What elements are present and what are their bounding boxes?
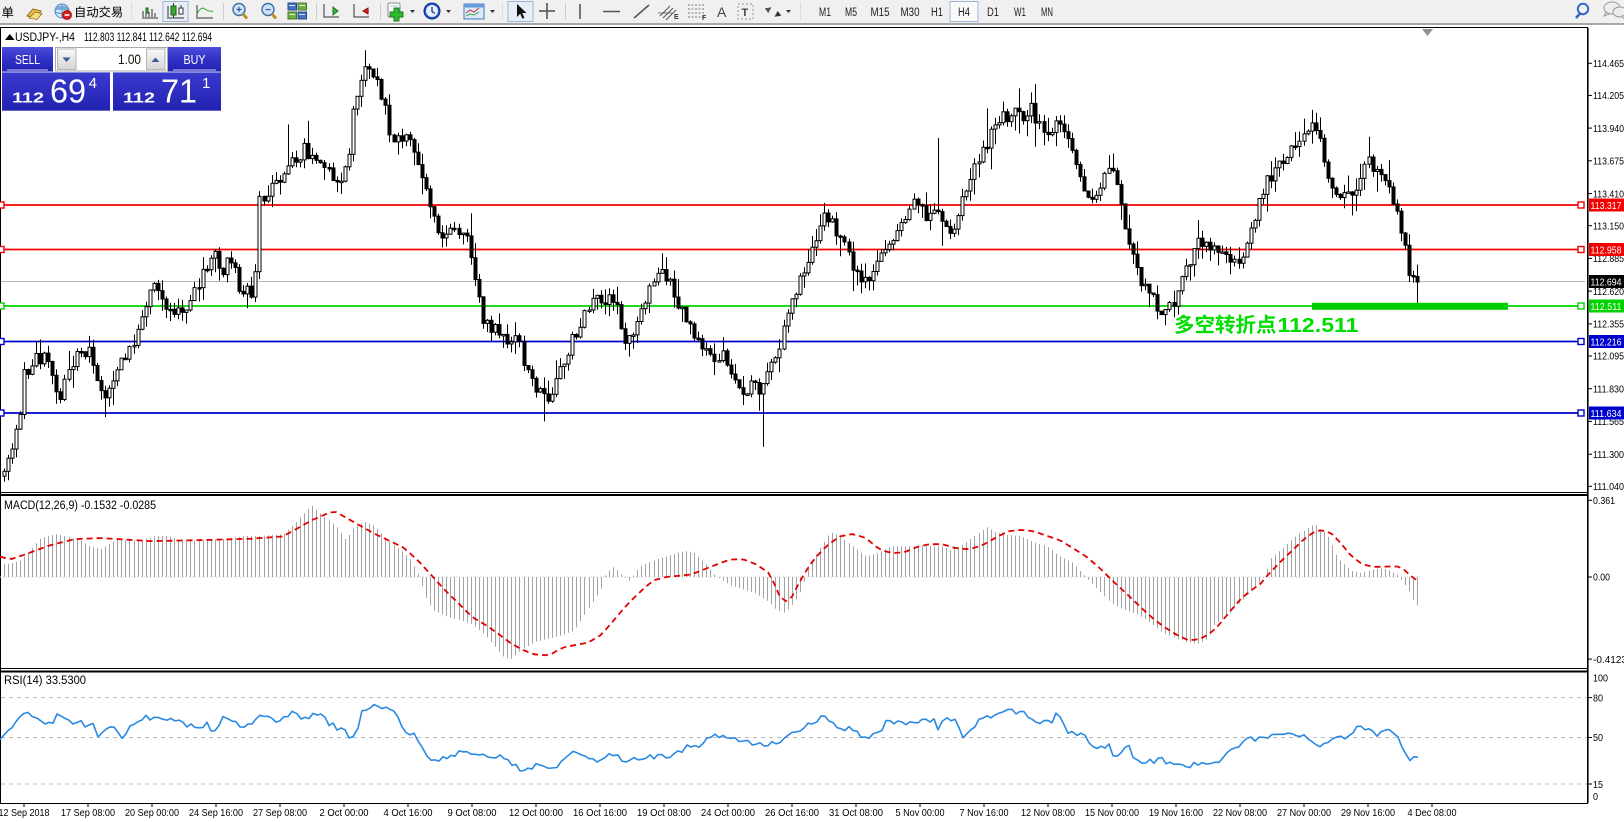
svg-text:4: 4 <box>89 75 97 92</box>
svg-text:1.00: 1.00 <box>118 51 141 67</box>
svg-text:12 Oct 00:00: 12 Oct 00:00 <box>509 807 563 819</box>
svg-text:-0.4123: -0.4123 <box>1593 654 1624 666</box>
svg-text:29 Nov 16:00: 29 Nov 16:00 <box>1341 807 1395 819</box>
svg-text:24 Sep 16:00: 24 Sep 16:00 <box>189 807 243 819</box>
svg-text:114.205: 114.205 <box>1593 90 1624 102</box>
svg-text:112.694: 112.694 <box>1591 276 1622 288</box>
svg-text:15 Nov 00:00: 15 Nov 00:00 <box>1085 807 1139 819</box>
svg-text:MN: MN <box>1041 7 1053 19</box>
svg-text:USDJPY-,H4: USDJPY-,H4 <box>15 32 76 44</box>
svg-text:112.511: 112.511 <box>1278 315 1359 337</box>
svg-text:111.040: 111.040 <box>1593 481 1624 493</box>
svg-text:9 Oct 08:00: 9 Oct 08:00 <box>448 807 497 819</box>
svg-text:16 Oct 16:00: 16 Oct 16:00 <box>573 807 627 819</box>
svg-text:114.465: 114.465 <box>1593 58 1624 70</box>
svg-text:SELL: SELL <box>15 53 40 67</box>
svg-text:E: E <box>674 14 679 21</box>
svg-text:W1: W1 <box>1014 7 1026 19</box>
svg-text:113.150: 113.150 <box>1593 220 1624 232</box>
svg-text:+: + <box>236 5 242 16</box>
svg-text:19 Oct 08:00: 19 Oct 08:00 <box>637 807 691 819</box>
svg-text:100: 100 <box>1593 673 1608 685</box>
svg-text:113.317: 113.317 <box>1591 200 1622 212</box>
svg-text:D1: D1 <box>987 7 999 19</box>
svg-text:17 Sep 08:00: 17 Sep 08:00 <box>61 807 115 819</box>
svg-text:24 Oct 00:00: 24 Oct 00:00 <box>701 807 755 819</box>
svg-text:12 Nov 08:00: 12 Nov 08:00 <box>1021 807 1075 819</box>
svg-text:113.410: 113.410 <box>1593 188 1624 200</box>
svg-text:113.675: 113.675 <box>1593 156 1624 168</box>
svg-text:T: T <box>742 7 749 19</box>
svg-text:H4: H4 <box>958 7 970 19</box>
svg-text:MACD(12,26,9) -0.1532 -0.0285: MACD(12,26,9) -0.1532 -0.0285 <box>4 500 156 512</box>
svg-text:112.095: 112.095 <box>1593 351 1624 363</box>
svg-text:112.620: 112.620 <box>1593 286 1624 298</box>
svg-text:112.216: 112.216 <box>1591 336 1622 348</box>
svg-text:22 Nov 08:00: 22 Nov 08:00 <box>1213 807 1267 819</box>
svg-text:71: 71 <box>161 73 197 110</box>
svg-text:15: 15 <box>1593 779 1603 791</box>
svg-text:19 Nov 16:00: 19 Nov 16:00 <box>1149 807 1203 819</box>
svg-text:112.355: 112.355 <box>1593 319 1624 331</box>
svg-text:20 Sep 00:00: 20 Sep 00:00 <box>125 807 179 819</box>
svg-text:5 Nov 00:00: 5 Nov 00:00 <box>896 807 945 819</box>
svg-text:0.00: 0.00 <box>1593 572 1610 584</box>
svg-text:M30: M30 <box>901 7 920 19</box>
svg-text:69: 69 <box>50 73 86 110</box>
svg-text:26 Oct 16:00: 26 Oct 16:00 <box>765 807 819 819</box>
svg-text:112: 112 <box>12 91 44 107</box>
svg-text:M5: M5 <box>845 7 857 19</box>
svg-text:112.885: 112.885 <box>1593 253 1624 265</box>
svg-text:27 Sep 08:00: 27 Sep 08:00 <box>253 807 307 819</box>
svg-text:27 Nov 00:00: 27 Nov 00:00 <box>1277 807 1331 819</box>
svg-text:111.300: 111.300 <box>1593 449 1624 461</box>
svg-text:112.803 112.841 112.642 112.69: 112.803 112.841 112.642 112.694 <box>84 32 212 44</box>
svg-text:4 Dec 08:00: 4 Dec 08:00 <box>1408 807 1457 819</box>
svg-text:111.830: 111.830 <box>1593 383 1624 395</box>
svg-text:113.940: 113.940 <box>1593 123 1624 135</box>
svg-text:−: − <box>265 5 271 16</box>
svg-text:M1: M1 <box>819 7 831 19</box>
svg-text:7 Nov 16:00: 7 Nov 16:00 <box>960 807 1009 819</box>
svg-text:1: 1 <box>202 75 210 92</box>
svg-text:RSI(14) 33.5300: RSI(14) 33.5300 <box>4 675 86 687</box>
svg-text:80: 80 <box>1593 692 1603 704</box>
svg-text:50: 50 <box>1593 732 1603 744</box>
svg-text:0: 0 <box>1593 791 1598 803</box>
svg-text:M15: M15 <box>871 7 890 19</box>
svg-text:12 Sep 2018: 12 Sep 2018 <box>0 807 50 819</box>
svg-text:2 Oct 00:00: 2 Oct 00:00 <box>320 807 369 819</box>
svg-text:4 Oct 16:00: 4 Oct 16:00 <box>384 807 433 819</box>
svg-text:F: F <box>702 15 707 22</box>
svg-text:H1: H1 <box>931 7 943 19</box>
svg-text:BUY: BUY <box>184 53 207 67</box>
svg-text:111.634: 111.634 <box>1591 408 1622 420</box>
svg-text:112.511: 112.511 <box>1591 301 1622 313</box>
svg-text:31 Oct 08:00: 31 Oct 08:00 <box>829 807 883 819</box>
svg-text:112.958: 112.958 <box>1591 244 1622 256</box>
svg-text:0.361: 0.361 <box>1593 495 1615 507</box>
svg-text:A: A <box>717 4 727 20</box>
svg-text:112: 112 <box>123 91 155 107</box>
